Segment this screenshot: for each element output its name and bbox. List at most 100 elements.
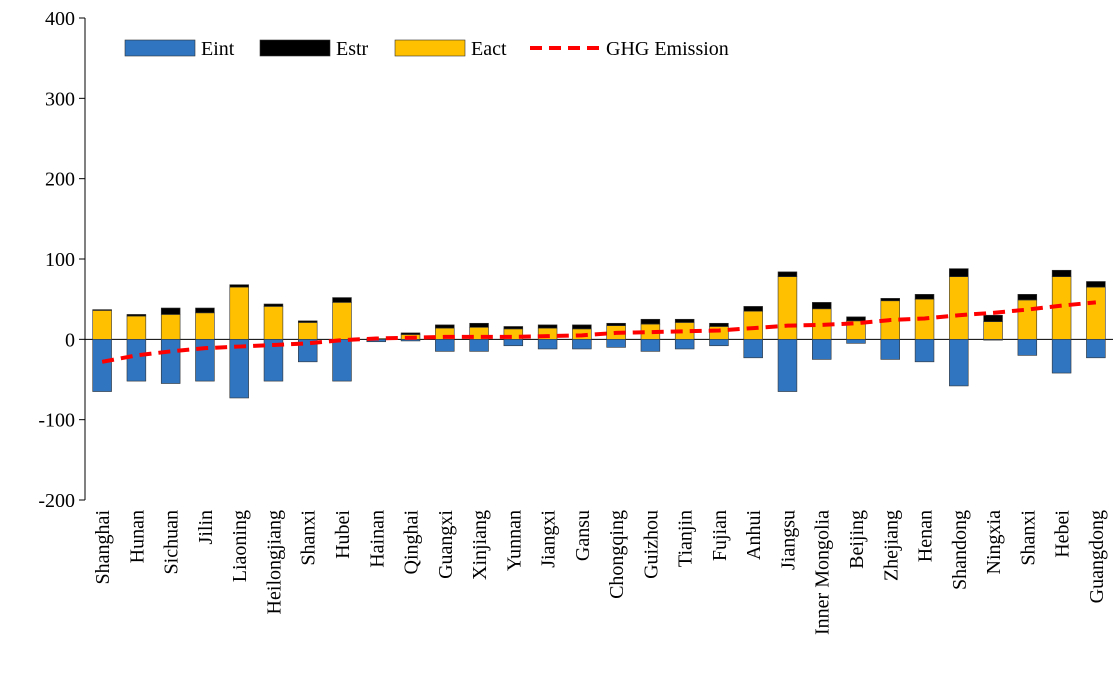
bar-segment	[263, 303, 284, 307]
bar-segment	[880, 339, 900, 360]
x-tick-label: Tianjin	[675, 510, 697, 567]
bar-segment	[469, 339, 489, 352]
x-tick-label: Hainan	[366, 510, 388, 568]
y-tick-label: 400	[45, 8, 75, 30]
x-tick-label: Anhui	[743, 510, 765, 560]
bar-segment	[263, 339, 284, 382]
x-tick-label: Ningxia	[983, 510, 1005, 575]
bar-segment	[160, 314, 181, 340]
bar-segment	[1086, 286, 1106, 340]
legend-label: Estr	[336, 38, 369, 60]
legend-swatch	[394, 39, 466, 57]
bar-segment	[949, 276, 969, 340]
y-tick-label: 300	[45, 88, 75, 110]
bar-segment	[263, 306, 284, 340]
bar-segment	[537, 324, 558, 329]
x-tick-label: Xinjiang	[469, 510, 491, 580]
y-tick-label: -200	[38, 490, 75, 512]
x-tick-label: Shanxi	[1017, 510, 1039, 566]
x-tick-label: Heilongjiang	[263, 510, 285, 614]
bar-segment	[92, 310, 112, 340]
x-tick-label: Hubei	[332, 510, 354, 559]
bar-segment	[914, 294, 935, 300]
bar-segment	[229, 284, 249, 288]
bar-segment	[229, 286, 249, 340]
bar-segment	[674, 318, 695, 323]
bar-segment	[640, 318, 661, 325]
x-tick-label: Henan	[915, 510, 937, 562]
bar-segment	[572, 339, 592, 350]
bar-segment	[983, 339, 1003, 341]
bar-segment	[674, 339, 695, 350]
bar-segment	[709, 326, 729, 340]
bar-segment	[1086, 339, 1106, 359]
bar-segment	[640, 339, 661, 352]
bar-segment	[1017, 339, 1038, 356]
x-tick-label: Hunan	[126, 510, 148, 563]
x-tick-label: Guangxi	[435, 510, 457, 579]
bar-segment	[1051, 339, 1072, 374]
bar-segment	[195, 312, 215, 340]
bar-segment	[469, 322, 489, 328]
bar-segment	[914, 339, 935, 363]
bar-segment	[126, 339, 147, 382]
bar-segment	[332, 302, 352, 340]
bar-segment	[503, 326, 524, 330]
x-tick-label: Yunnan	[503, 510, 525, 571]
bar-segment	[606, 339, 626, 348]
x-tick-label: Qinghai	[401, 510, 423, 575]
x-tick-label: Jilin	[195, 510, 217, 544]
x-tick-label: Guangdong	[1086, 510, 1108, 603]
bar-segment	[92, 309, 112, 311]
bar-segment	[743, 310, 763, 340]
bar-segment	[1017, 294, 1038, 301]
legend-swatch	[124, 39, 196, 57]
x-tick-label: Inner Mongolia	[812, 510, 834, 635]
x-tick-label: Liaoning	[229, 510, 251, 582]
bar-segment	[92, 339, 112, 392]
bar-segment	[160, 307, 181, 315]
bar-segment	[846, 339, 866, 344]
bar-segment	[743, 306, 763, 312]
bar-segment	[949, 268, 969, 277]
x-tick-label: Sichuan	[161, 510, 183, 574]
bar-segment	[126, 315, 147, 340]
bar-segment	[195, 307, 215, 314]
x-tick-label: Gansu	[572, 510, 594, 561]
bar-segment	[400, 332, 421, 335]
bar-segment	[332, 339, 352, 382]
bar-segment	[332, 297, 352, 303]
bar-segment	[983, 314, 1003, 322]
y-tick-label: 200	[45, 169, 75, 191]
bar-segment	[435, 324, 455, 329]
x-tick-label: Fujian	[709, 510, 731, 561]
x-tick-label: Beijing	[846, 510, 868, 569]
y-tick-label: 100	[45, 249, 75, 271]
bar-segment	[846, 316, 866, 322]
x-tick-label: Jiangsu	[777, 510, 799, 570]
bar-segment	[537, 339, 558, 350]
bar-segment	[160, 339, 181, 384]
x-tick-label: Jiangxi	[538, 510, 560, 568]
bar-segment	[709, 322, 729, 327]
x-tick-label: Shandong	[949, 510, 971, 590]
bar-segment	[880, 298, 900, 302]
bar-segment	[572, 324, 592, 330]
bar-segment	[949, 339, 969, 387]
bar-segment	[195, 339, 215, 382]
bar-segment	[709, 339, 729, 347]
bar-segment	[229, 339, 249, 399]
x-tick-label: Guizhou	[640, 510, 662, 579]
legend-label: Eint	[201, 38, 235, 60]
bar-segment	[1086, 281, 1106, 288]
y-tick-label: 0	[65, 329, 75, 351]
bar-segment	[983, 321, 1003, 340]
legend-label: GHG Emission	[606, 38, 729, 60]
bar-segment	[503, 339, 524, 347]
x-tick-label: Hebei	[1052, 510, 1074, 558]
bar-segment	[777, 339, 798, 392]
x-tick-label: Shanghai	[92, 510, 114, 585]
bar-segment	[298, 320, 318, 323]
bar-segment	[298, 322, 318, 340]
